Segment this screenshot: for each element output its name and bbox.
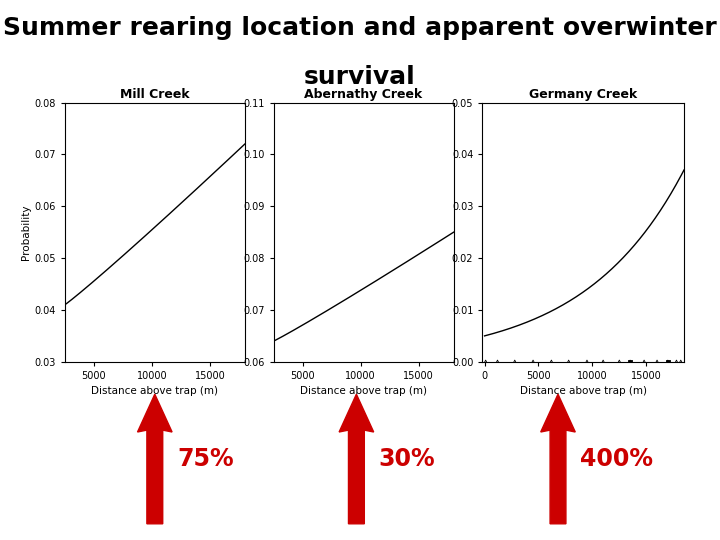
Text: 75%: 75% xyxy=(177,447,234,471)
Point xyxy=(675,357,687,366)
Point xyxy=(624,357,636,366)
Point xyxy=(509,357,521,366)
Text: 30%: 30% xyxy=(379,447,436,471)
Point xyxy=(546,357,557,366)
X-axis label: Distance above trap (m): Distance above trap (m) xyxy=(91,387,218,396)
Text: Summer rearing location and apparent overwinter: Summer rearing location and apparent ove… xyxy=(3,16,717,40)
Point xyxy=(563,357,575,366)
Title: Abernathy Creek: Abernathy Creek xyxy=(305,89,423,102)
Text: survival: survival xyxy=(304,65,416,89)
Point xyxy=(613,357,625,366)
X-axis label: Distance above trap (m): Distance above trap (m) xyxy=(300,387,427,396)
Point xyxy=(662,357,674,366)
X-axis label: Distance above trap (m): Distance above trap (m) xyxy=(520,387,647,396)
Point xyxy=(480,357,491,366)
Title: Germany Creek: Germany Creek xyxy=(529,89,637,102)
Point xyxy=(652,357,663,366)
Point xyxy=(671,357,683,366)
Y-axis label: Probability: Probability xyxy=(22,205,32,260)
Point xyxy=(598,357,609,366)
Point xyxy=(492,357,503,366)
Point xyxy=(639,357,650,366)
Point xyxy=(662,357,674,366)
Text: 400%: 400% xyxy=(580,447,654,471)
Title: Mill Creek: Mill Creek xyxy=(120,89,189,102)
Point xyxy=(624,357,636,366)
Point xyxy=(581,357,593,366)
Point xyxy=(527,357,539,366)
